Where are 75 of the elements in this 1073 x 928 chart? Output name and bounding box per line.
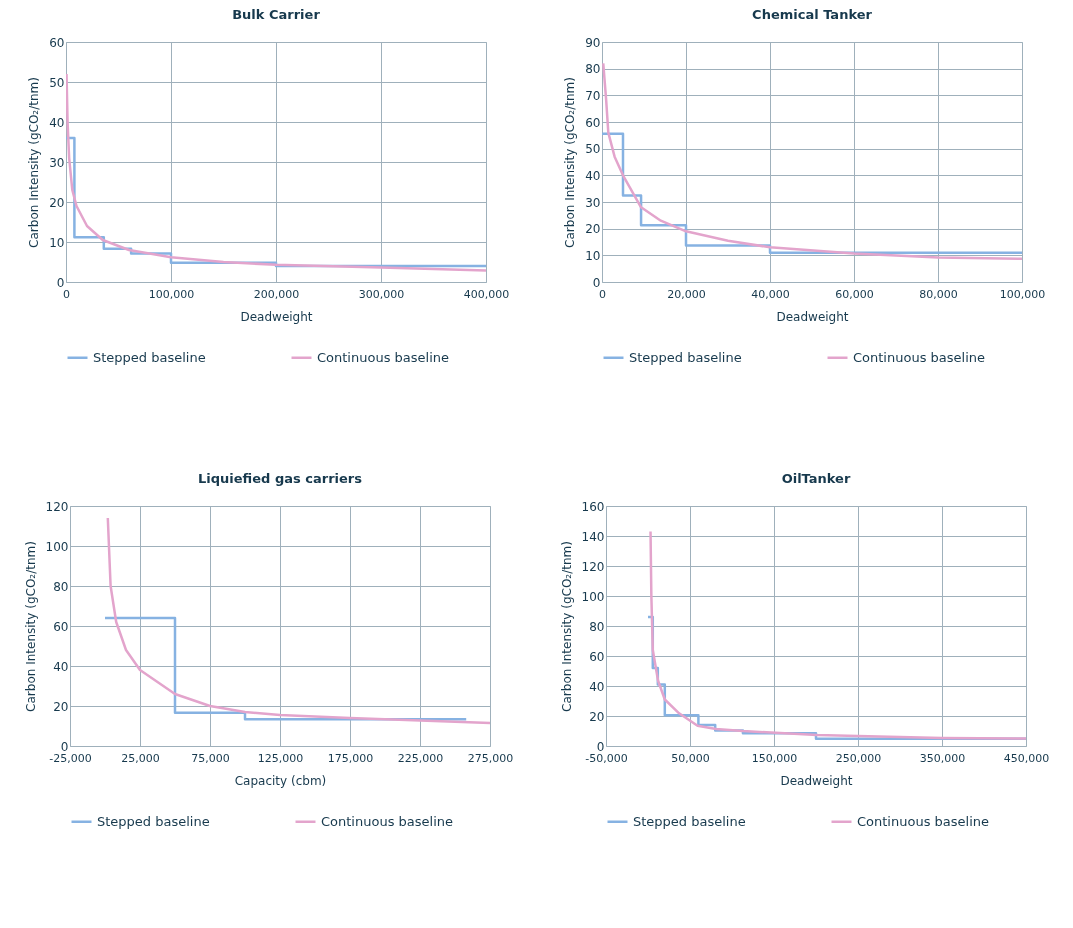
y-tick-label: 50	[585, 142, 601, 157]
legend-label: Continuous baseline	[320, 813, 453, 829]
y-tick-label: 0	[60, 739, 68, 754]
x-tick-label: 25,000	[120, 751, 160, 765]
y-tick-label: 60	[49, 35, 65, 50]
x-tick-label: 50,000	[670, 751, 710, 765]
legend-label: Stepped baseline	[96, 813, 210, 829]
y-tick-label: 90	[585, 35, 601, 50]
y-tick-label: 30	[49, 155, 65, 170]
y-tick-label: 40	[49, 115, 65, 130]
y-tick-label: 100	[581, 589, 604, 604]
chart-title: Chemical Tanker	[752, 7, 873, 22]
y-tick-label: 20	[585, 222, 601, 237]
x-tick-label: 275,000	[467, 751, 513, 765]
legend-label: Continuous baseline	[856, 813, 989, 829]
x-tick-label: 125,000	[257, 751, 303, 765]
y-axis-title: Carbon Intensity (gCO₂/tnm)	[27, 77, 42, 248]
x-tick-label: 100,000	[999, 287, 1046, 301]
legend-label: Continuous baseline	[317, 349, 450, 365]
x-tick-label: 175,000	[327, 751, 373, 765]
x-tick-label: 60,000	[835, 287, 874, 301]
y-tick-label: 70	[585, 88, 601, 103]
legend-label: Continuous baseline	[853, 349, 986, 365]
y-tick-label: 40	[588, 679, 604, 694]
y-tick-label: 20	[52, 699, 68, 714]
y-tick-label: 120	[581, 559, 604, 574]
x-tick-label: 100,000	[148, 287, 195, 301]
y-tick-label: 60	[585, 115, 601, 130]
y-tick-label: 80	[52, 579, 68, 594]
y-tick-label: 40	[585, 168, 601, 183]
x-tick-label: 225,000	[397, 751, 443, 765]
y-tick-label: 0	[592, 275, 601, 290]
x-tick-label: 300,000	[358, 287, 405, 301]
y-tick-label: 10	[49, 235, 65, 250]
y-tick-label: 0	[56, 275, 65, 290]
y-tick-label: 140	[581, 529, 604, 544]
y-tick-label: 120	[45, 499, 68, 514]
x-axis-title: Deadweight	[776, 309, 849, 324]
x-tick-label: -50,000	[584, 751, 628, 765]
x-axis-title: Deadweight	[779, 773, 853, 788]
x-axis-title: Capacity (cbm)	[234, 773, 326, 788]
y-tick-label: 100	[45, 539, 68, 554]
y-axis-title: Carbon Intensity (gCO₂/tnm)	[563, 77, 578, 248]
x-tick-label: 450,000	[1003, 751, 1049, 765]
legend-label: Stepped baseline	[632, 813, 746, 829]
y-axis-title: Carbon Intensity (gCO₂/tnm)	[23, 541, 38, 712]
y-tick-label: 0	[596, 739, 604, 754]
y-tick-label: 10	[585, 248, 601, 263]
x-tick-label: 250,000	[835, 751, 881, 765]
y-tick-label: 20	[49, 195, 65, 210]
y-tick-label: 60	[52, 619, 68, 634]
x-tick-label: 150,000	[751, 751, 797, 765]
legend-label: Stepped baseline	[93, 349, 206, 365]
chart-title: Bulk Carrier	[232, 7, 321, 22]
y-tick-label: 80	[588, 619, 604, 634]
x-tick-label: 400,000	[463, 287, 510, 301]
y-tick-label: 80	[585, 62, 601, 77]
x-tick-label: 200,000	[253, 287, 300, 301]
y-tick-label: 30	[585, 195, 601, 210]
y-tick-label: 50	[49, 75, 65, 90]
y-tick-label: 160	[581, 499, 604, 514]
x-tick-label: -25,000	[48, 751, 92, 765]
y-axis-title: Carbon Intensity (gCO₂/tnm)	[559, 541, 574, 712]
x-tick-label: 80,000	[919, 287, 958, 301]
x-axis-title: Deadweight	[240, 309, 313, 324]
chart-title: OilTanker	[781, 471, 851, 486]
x-tick-label: 20,000	[667, 287, 706, 301]
chart-title: Liquiefied gas carriers	[197, 471, 362, 486]
x-tick-label: 350,000	[919, 751, 965, 765]
x-tick-label: 75,000	[190, 751, 230, 765]
x-tick-label: 40,000	[751, 287, 790, 301]
y-tick-label: 60	[588, 649, 604, 664]
y-tick-label: 40	[52, 659, 68, 674]
legend-label: Stepped baseline	[629, 349, 742, 365]
y-tick-label: 20	[588, 709, 604, 724]
